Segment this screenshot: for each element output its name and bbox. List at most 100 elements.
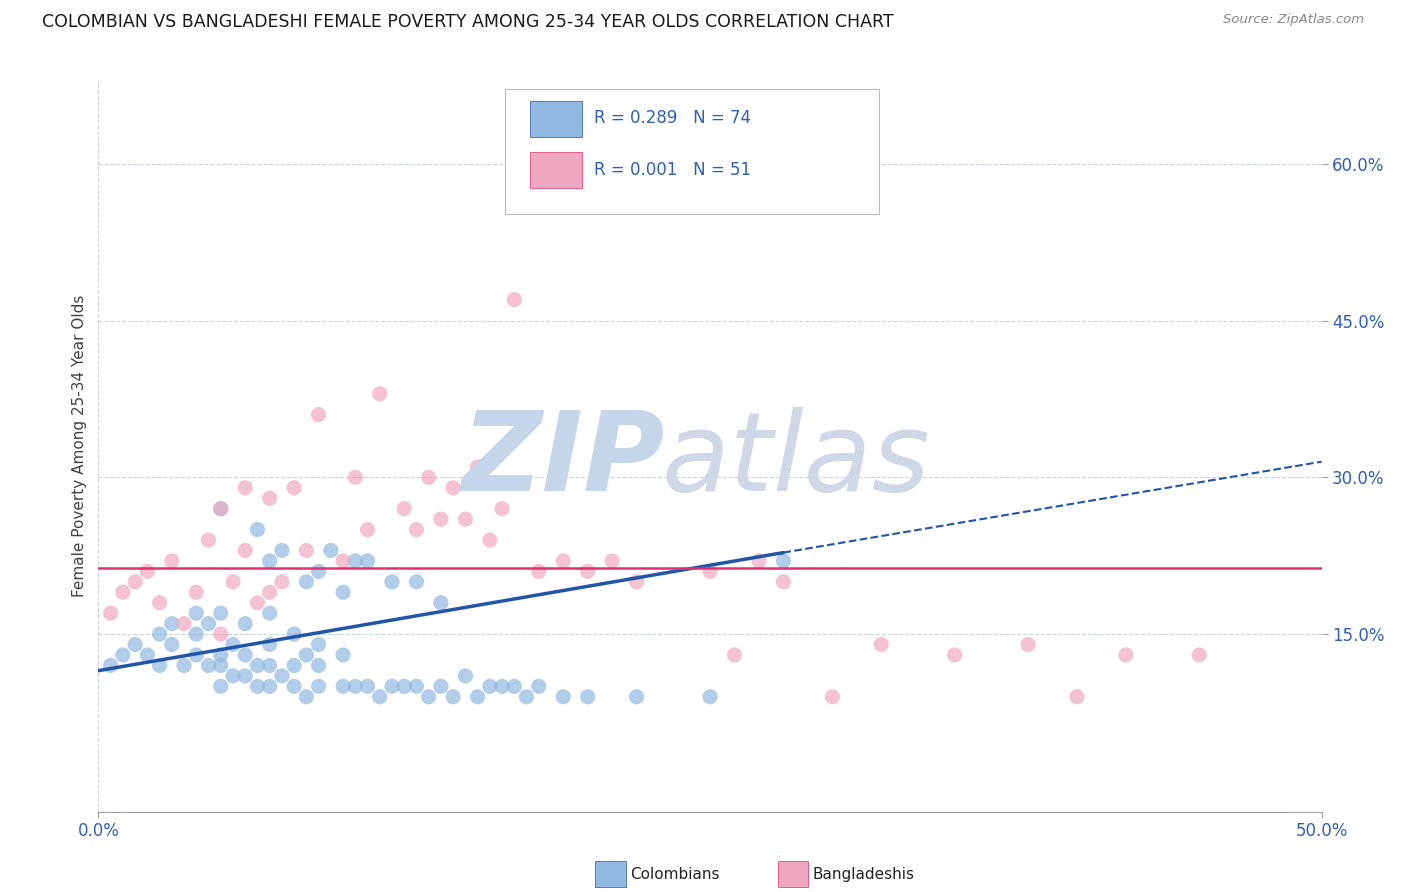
Point <box>197 658 219 673</box>
Point <box>259 554 281 568</box>
Point <box>259 658 281 673</box>
Point <box>259 585 281 599</box>
Point <box>723 648 745 662</box>
Point <box>332 585 354 599</box>
Point <box>491 679 513 693</box>
Point <box>136 565 159 579</box>
Point <box>160 638 183 652</box>
Point <box>332 679 354 693</box>
Point <box>149 627 172 641</box>
Point <box>186 648 208 662</box>
Point <box>209 606 232 620</box>
Point <box>356 554 378 568</box>
Point <box>418 690 440 704</box>
Point <box>197 533 219 547</box>
Point <box>491 501 513 516</box>
Point <box>233 481 256 495</box>
Point <box>160 554 183 568</box>
Point <box>405 574 427 589</box>
Point <box>319 543 342 558</box>
Point <box>1115 648 1137 662</box>
Point <box>626 574 648 589</box>
Point <box>222 638 245 652</box>
Point <box>699 690 721 704</box>
Point <box>246 679 269 693</box>
Point <box>332 648 354 662</box>
Point <box>576 690 599 704</box>
Point <box>283 481 305 495</box>
Point <box>478 533 501 547</box>
Point <box>344 554 367 568</box>
Point <box>160 616 183 631</box>
Point <box>430 679 453 693</box>
Point <box>270 669 294 683</box>
Point <box>111 585 134 599</box>
Point <box>295 690 318 704</box>
Point <box>209 648 232 662</box>
Point <box>467 459 489 474</box>
Point <box>356 523 378 537</box>
Point <box>527 565 550 579</box>
Point <box>772 574 794 589</box>
Point <box>381 679 404 693</box>
Point <box>308 658 330 673</box>
Point <box>270 543 294 558</box>
Point <box>503 679 526 693</box>
Point <box>259 491 281 506</box>
Point <box>344 679 367 693</box>
Point <box>467 690 489 704</box>
Point <box>553 554 575 568</box>
Point <box>368 386 391 401</box>
Point <box>1017 638 1039 652</box>
Point <box>209 627 232 641</box>
Point <box>308 565 330 579</box>
Point <box>441 481 464 495</box>
Point <box>186 606 208 620</box>
Point <box>600 554 623 568</box>
Text: Colombians: Colombians <box>630 867 720 881</box>
Point <box>308 638 330 652</box>
Point <box>576 565 599 579</box>
Point <box>1188 648 1211 662</box>
Point <box>553 690 575 704</box>
Point <box>392 501 416 516</box>
Point <box>209 679 232 693</box>
Point <box>259 606 281 620</box>
Point <box>308 679 330 693</box>
Text: Source: ZipAtlas.com: Source: ZipAtlas.com <box>1223 13 1364 27</box>
Point <box>332 554 354 568</box>
Point <box>418 470 440 484</box>
Point <box>270 574 294 589</box>
Point <box>124 574 146 589</box>
Point <box>527 679 550 693</box>
Point <box>870 638 893 652</box>
Point <box>943 648 966 662</box>
Point <box>186 585 208 599</box>
Point <box>259 679 281 693</box>
Point <box>233 648 256 662</box>
Point <box>821 690 844 704</box>
Text: R = 0.289   N = 74: R = 0.289 N = 74 <box>593 110 751 128</box>
Point <box>283 679 305 693</box>
Point <box>283 627 305 641</box>
Point <box>209 658 232 673</box>
Point <box>233 543 256 558</box>
Point <box>100 606 122 620</box>
Point <box>405 523 427 537</box>
Text: Bangladeshis: Bangladeshis <box>813 867 915 881</box>
Point <box>233 616 256 631</box>
Point <box>295 574 318 589</box>
FancyBboxPatch shape <box>530 101 582 136</box>
Point <box>246 596 269 610</box>
Point <box>430 512 453 526</box>
Text: COLOMBIAN VS BANGLADESHI FEMALE POVERTY AMONG 25-34 YEAR OLDS CORRELATION CHART: COLOMBIAN VS BANGLADESHI FEMALE POVERTY … <box>42 13 894 31</box>
Point <box>344 470 367 484</box>
Point <box>441 690 464 704</box>
Point <box>430 596 453 610</box>
FancyBboxPatch shape <box>530 152 582 188</box>
Point <box>259 638 281 652</box>
Point <box>209 501 232 516</box>
Point <box>308 408 330 422</box>
Point <box>209 501 232 516</box>
Point <box>173 658 195 673</box>
